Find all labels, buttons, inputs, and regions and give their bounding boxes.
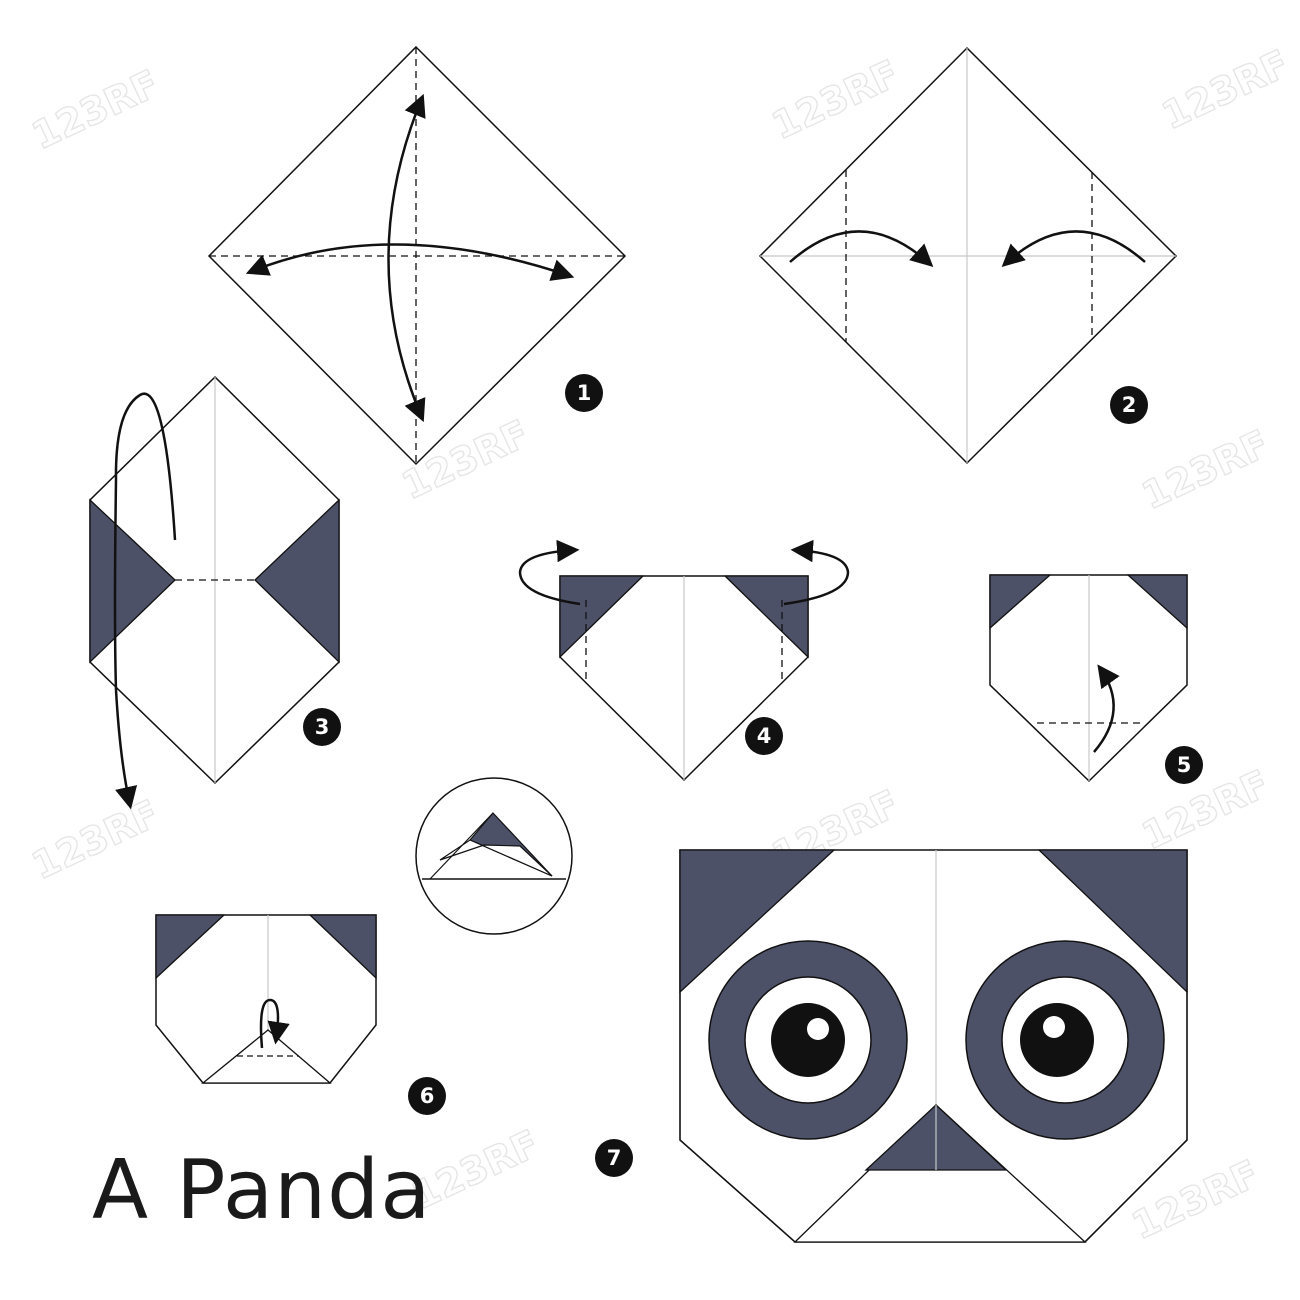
detail-folded-tip-white <box>439 839 553 877</box>
right-eye <box>965 940 1165 1140</box>
step-7-number: 7 <box>607 1146 622 1170</box>
step-7-badge: 7 <box>595 1139 633 1177</box>
step-1-diagram <box>207 45 627 466</box>
step-6-badge: 6 <box>408 1077 446 1115</box>
flap-left-dark <box>89 498 176 664</box>
step-1-badge: 1 <box>565 374 603 412</box>
ear-right-dark <box>1126 574 1188 630</box>
step-5-badge: 5 <box>1165 746 1203 784</box>
step-1-number: 1 <box>577 381 592 405</box>
flap-right-dark <box>254 498 340 664</box>
step-4-badge: 4 <box>745 717 783 755</box>
ear-left-dark <box>679 849 836 994</box>
watermark: 123RF <box>1135 421 1276 518</box>
diagram-title: A Panda <box>92 1143 432 1238</box>
ear-left-dark <box>155 914 226 980</box>
arrow-turn-over <box>113 392 177 691</box>
ear-right-dark <box>1037 849 1188 994</box>
step-6-number: 6 <box>420 1084 435 1108</box>
detail-magnifier <box>415 777 573 935</box>
arrow-fold-right-back <box>783 539 850 606</box>
step-4-number: 4 <box>757 724 772 748</box>
watermark: 123RF <box>1155 41 1296 138</box>
arrow-fold-right-corner <box>1001 230 1146 268</box>
ear-left-dark <box>989 574 1052 630</box>
arrow-turn-over-tail <box>114 689 138 810</box>
arrow-vertical-crease <box>387 93 426 423</box>
arrow-fold-tip-up <box>1093 664 1120 753</box>
arrow-fold-tip-down <box>259 998 290 1049</box>
watermark: 123RF <box>1135 761 1276 858</box>
watermark: 123RF <box>25 61 166 158</box>
chin-flap <box>793 1104 1087 1243</box>
arrow-fold-left-corner <box>789 230 934 268</box>
step-5-diagram <box>989 574 1188 783</box>
step-3-number: 3 <box>315 715 330 739</box>
ear-right-dark <box>308 914 377 980</box>
step-5-number: 5 <box>1177 753 1192 777</box>
arrow-horizontal-crease <box>245 243 575 281</box>
ear-left-dark <box>559 575 645 659</box>
ear-right-dark <box>723 575 809 659</box>
step-2-diagram <box>758 46 1178 465</box>
left-eye <box>708 940 908 1140</box>
step-6-diagram <box>155 914 377 1084</box>
step-7-panda-face <box>679 849 1188 1243</box>
arrow-fold-left-back <box>518 539 581 606</box>
step-3-badge: 3 <box>303 708 341 746</box>
detail-edge-left <box>429 812 494 880</box>
step-4-diagram <box>518 539 850 782</box>
watermark: 123RF <box>25 791 166 888</box>
step-2-badge: 2 <box>1110 386 1148 424</box>
step-2-number: 2 <box>1122 393 1137 417</box>
step-3-diagram <box>89 375 340 810</box>
